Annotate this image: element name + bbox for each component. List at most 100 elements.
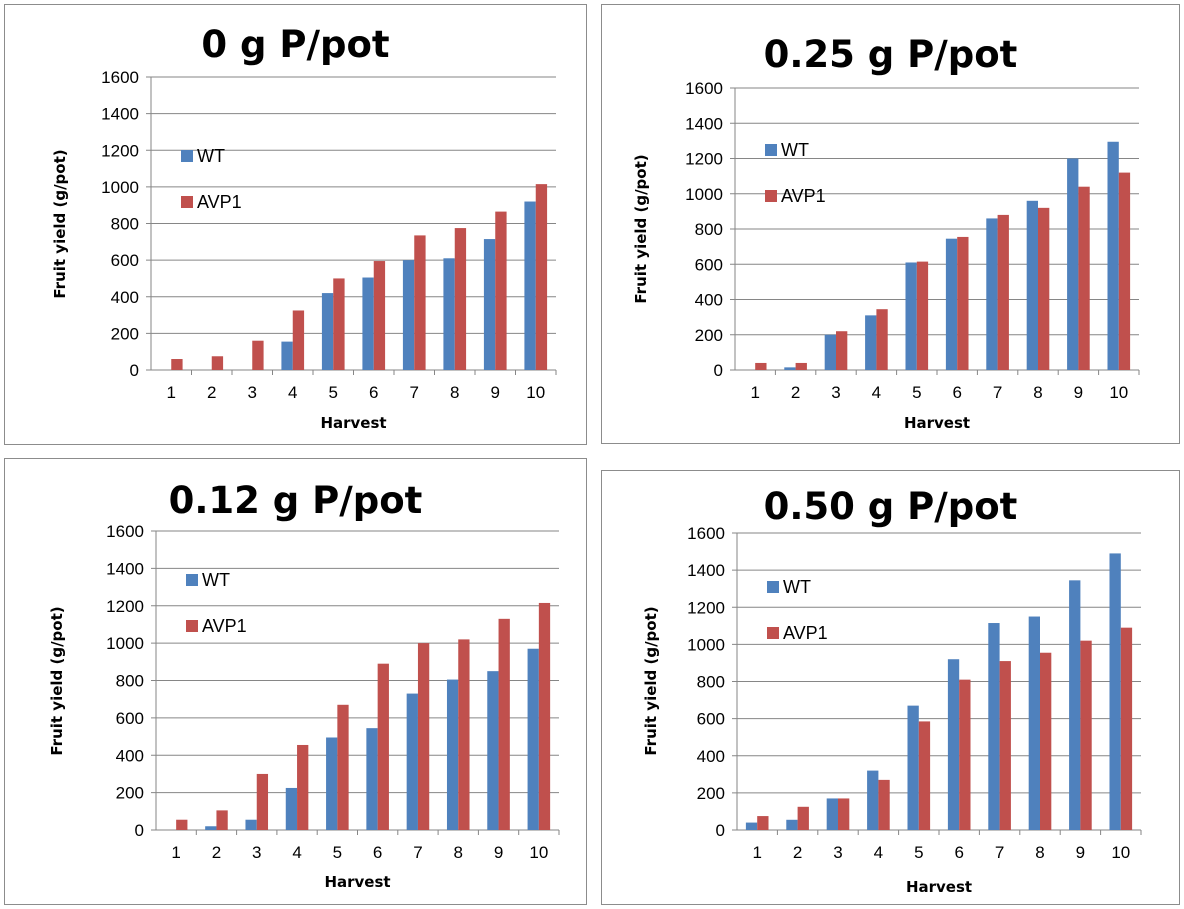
y-tick-label: 1200 xyxy=(687,598,725,617)
bar-avp1-harvest-2 xyxy=(797,806,809,830)
y-tick-label: 1000 xyxy=(685,185,723,204)
x-tick-label: 3 xyxy=(833,843,842,862)
y-tick-label: 800 xyxy=(697,673,725,692)
bar-wt-harvest-9 xyxy=(1069,580,1081,830)
x-tick-label: 8 xyxy=(1033,383,1042,402)
bar-wt-harvest-8 xyxy=(1028,616,1040,830)
bar-wt-harvest-6 xyxy=(366,728,378,830)
bar-wt-harvest-5 xyxy=(905,262,917,370)
x-tick-label: 4 xyxy=(872,383,881,402)
y-tick-label: 1000 xyxy=(106,634,144,653)
bar-wt-harvest-3 xyxy=(824,334,836,370)
y-tick-label: 600 xyxy=(111,251,139,270)
bar-avp1-harvest-9 xyxy=(495,211,507,370)
y-tick-label: 1000 xyxy=(687,635,725,654)
y-axis-label: Fruit yield (g/pot) xyxy=(632,154,650,303)
y-tick-label: 1600 xyxy=(685,79,723,98)
x-tick-label: 3 xyxy=(831,383,840,402)
bar-avp1-harvest-1 xyxy=(176,819,188,830)
y-tick-label: 1200 xyxy=(101,141,139,160)
bar-avp1-harvest-1 xyxy=(755,362,767,370)
bar-wt-harvest-9 xyxy=(487,671,499,830)
bar-avp1-harvest-10 xyxy=(1118,172,1131,370)
bar-wt-harvest-4 xyxy=(865,315,877,370)
y-tick-label: 400 xyxy=(111,288,139,307)
x-tick-label: 10 xyxy=(1109,383,1128,402)
bar-chart-svg-012g: 0.12 g P/pot 0 200 400 600 800 1000 1200 1400 160… xyxy=(48,479,560,891)
y-tick-label: 400 xyxy=(116,746,144,765)
bar-wt-harvest-4 xyxy=(285,787,298,830)
bar-avp1-harvest-3 xyxy=(836,331,848,370)
bar-avp1-harvest-8 xyxy=(1038,207,1050,370)
y-tick-label: 0 xyxy=(130,361,139,380)
bar-wt-harvest-10 xyxy=(527,648,539,830)
x-tick-label: 6 xyxy=(954,843,963,862)
x-tick-label: 1 xyxy=(171,843,180,862)
y-tick-label: 800 xyxy=(116,672,144,691)
x-tick-label: 2 xyxy=(793,843,802,862)
bar-wt-harvest-6 xyxy=(362,277,374,370)
y-tick-label: 0 xyxy=(714,361,723,380)
bar-chart-svg-0g: 0 g P/pot 0 200 400 600 800 1000 1200 1400 1600 1 2… xyxy=(51,23,557,432)
x-tick-label: 5 xyxy=(329,383,338,402)
bar-wt-harvest-10 xyxy=(1107,141,1119,370)
x-tick-label: 10 xyxy=(529,843,548,862)
chart-title: 0.12 g P/pot xyxy=(169,479,423,522)
bar-avp1-harvest-8 xyxy=(1040,652,1052,830)
bar-avp1-harvest-7 xyxy=(414,235,426,370)
x-tick-label: 2 xyxy=(791,383,800,402)
y-tick-label: 600 xyxy=(697,710,725,729)
legend-swatch-avp1 xyxy=(186,620,198,632)
x-tick-label: 10 xyxy=(526,383,545,402)
y-tick-label: 1200 xyxy=(106,597,144,616)
y-tick-label: 1600 xyxy=(101,68,139,87)
x-tick-label: 5 xyxy=(333,843,342,862)
x-tick-label: 6 xyxy=(369,383,378,402)
bar-avp1-harvest-5 xyxy=(333,278,345,370)
x-tick-label: 1 xyxy=(752,843,761,862)
x-tick-label: 3 xyxy=(252,843,261,862)
bar-avp1-harvest-9 xyxy=(1080,640,1092,830)
chart-panel-0g: 0 g P/pot 0 200 400 600 800 1000 1200 1400 1600 1 2… xyxy=(4,4,587,445)
bar-wt-harvest-2 xyxy=(784,367,796,370)
bar-wt-harvest-4 xyxy=(867,770,879,830)
x-tick-label: 9 xyxy=(1076,843,1085,862)
x-tick-label: 6 xyxy=(373,843,382,862)
bar-avp1-harvest-5 xyxy=(916,261,929,370)
y-tick-label: 1600 xyxy=(106,522,144,541)
bar-wt-harvest-7 xyxy=(988,623,1000,830)
bar-wt-harvest-5 xyxy=(907,705,919,830)
bar-wt-harvest-3 xyxy=(245,819,257,830)
x-axis-label: Harvest xyxy=(906,878,972,896)
x-tick-label: 7 xyxy=(995,843,1004,862)
bar-avp1-harvest-10 xyxy=(1120,627,1133,830)
y-tick-label: 1400 xyxy=(106,559,144,578)
y-tick-label: 400 xyxy=(697,747,725,766)
chart-panel-025g: 0.25 g P/pot 0 200 400 600 800 1000 1200 1400 160… xyxy=(601,4,1180,444)
legend-swatch-avp1 xyxy=(767,627,779,639)
bar-chart-svg-025g: 0.25 g P/pot 0 200 400 600 800 1000 1200 1400 160… xyxy=(632,33,1140,432)
bar-avp1-harvest-1 xyxy=(171,359,183,370)
y-tick-label: 1400 xyxy=(101,105,139,124)
legend-swatch-wt xyxy=(186,574,198,586)
bar-wt-harvest-10 xyxy=(1109,553,1121,830)
bar-wt-harvest-10 xyxy=(524,201,536,370)
x-axis-label: Harvest xyxy=(904,414,970,432)
bar-wt-harvest-7 xyxy=(402,260,415,370)
x-tick-label: 9 xyxy=(491,383,500,402)
bar-wt-harvest-8 xyxy=(1026,200,1038,370)
x-tick-label: 4 xyxy=(288,383,297,402)
bar-wt-harvest-7 xyxy=(406,693,418,830)
x-tick-label: 1 xyxy=(750,383,759,402)
bar-avp1-harvest-2 xyxy=(216,810,228,830)
bar-avp1-harvest-10 xyxy=(538,602,551,830)
bar-avp1-harvest-3 xyxy=(838,798,850,830)
bar-wt-harvest-4 xyxy=(281,341,293,370)
bar-avp1-harvest-5 xyxy=(918,721,931,830)
y-axis-label: Fruit yield (g/pot) xyxy=(48,606,66,755)
legend-swatch-avp1 xyxy=(181,196,193,208)
x-tick-label: 4 xyxy=(874,843,883,862)
legend-label-avp1: AVP1 xyxy=(783,623,828,643)
legend-swatch-avp1 xyxy=(765,190,777,202)
y-axis-label: Fruit yield (g/pot) xyxy=(642,606,660,755)
